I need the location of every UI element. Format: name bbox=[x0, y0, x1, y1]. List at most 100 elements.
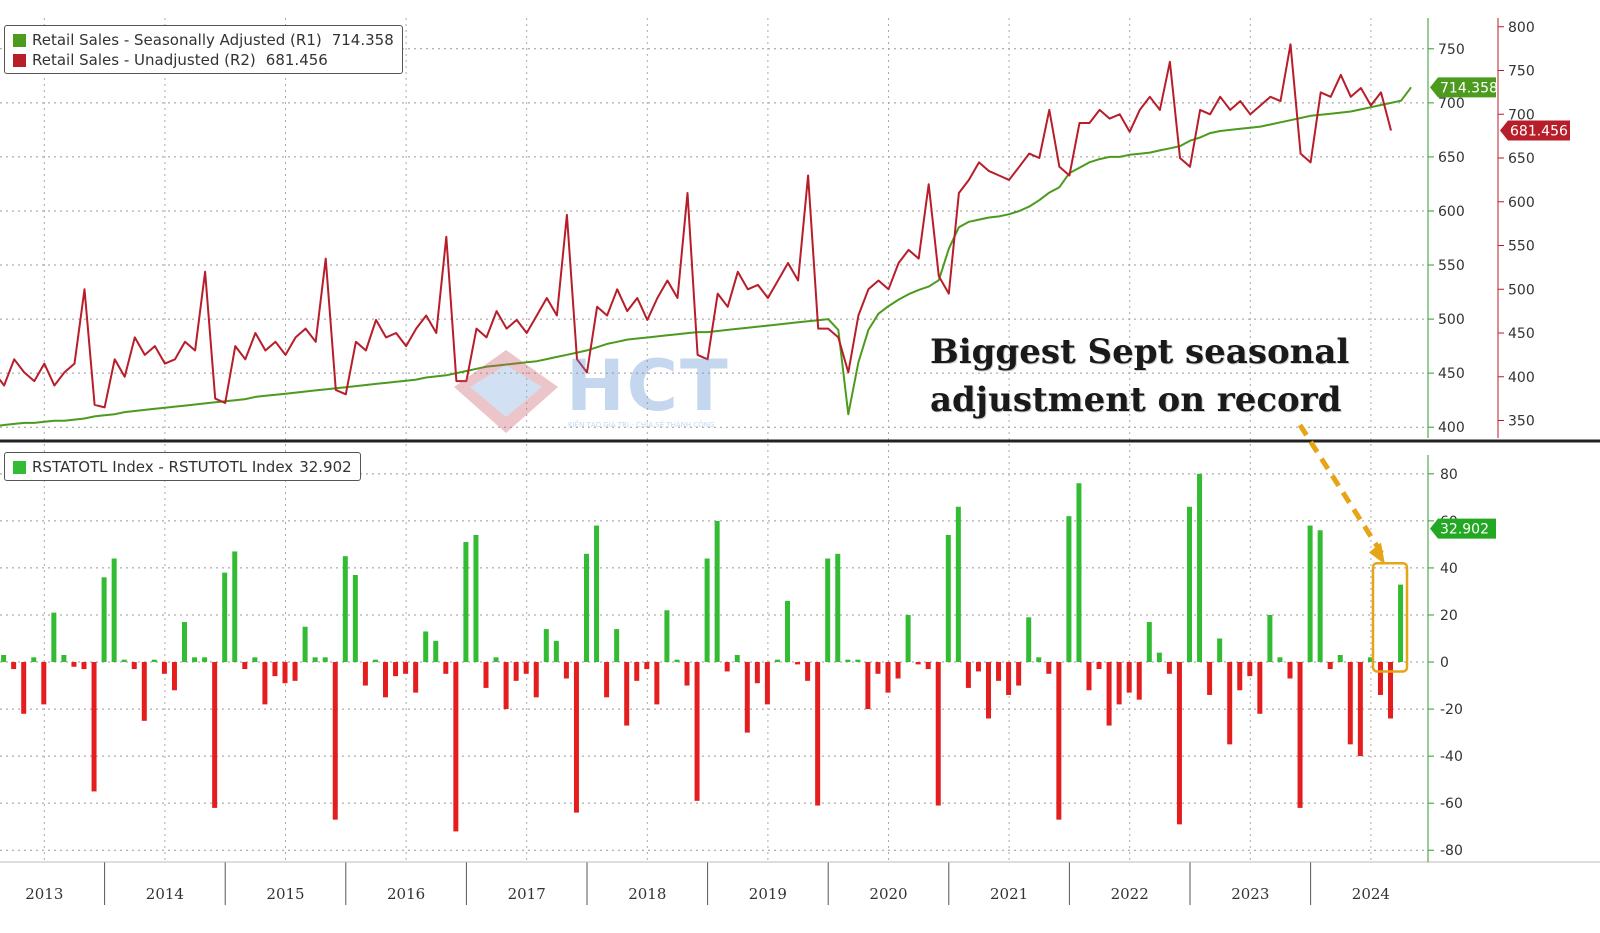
legend-value: 681.456 bbox=[265, 51, 328, 69]
bar bbox=[1247, 662, 1253, 677]
r2-tick-label: 650 bbox=[1508, 151, 1535, 167]
bar bbox=[996, 662, 1002, 681]
bottom-tick-label: -20 bbox=[1440, 702, 1463, 718]
bar bbox=[1146, 622, 1152, 663]
bar bbox=[1257, 662, 1263, 714]
bar bbox=[121, 659, 127, 663]
r1-tick-label: 650 bbox=[1438, 150, 1465, 166]
bar bbox=[1388, 662, 1393, 719]
september-highlight bbox=[1297, 423, 1409, 673]
bar bbox=[1287, 662, 1293, 679]
bar bbox=[1076, 483, 1082, 663]
axes bbox=[0, 18, 1600, 863]
bar bbox=[855, 659, 861, 663]
bar bbox=[1357, 662, 1363, 757]
bar bbox=[1398, 584, 1404, 663]
difference-bars bbox=[1, 473, 1404, 832]
unadjusted-line bbox=[0, 43, 1392, 409]
bar bbox=[453, 662, 459, 832]
bar bbox=[1116, 662, 1122, 705]
bar bbox=[1217, 638, 1223, 663]
bar bbox=[1046, 662, 1052, 674]
bar bbox=[835, 553, 841, 663]
watermark-logo: HCT KIẾN TẠO GIÁ TRỊ - CHIA SẺ THÀNH CÔN… bbox=[450, 345, 750, 435]
bar bbox=[212, 662, 218, 808]
bar bbox=[905, 614, 911, 663]
highlight-arrowhead bbox=[1369, 542, 1385, 565]
value-callouts: 714.358 681.456 32.902 bbox=[1430, 77, 1570, 539]
bar bbox=[31, 657, 37, 663]
r2-tick-label: 550 bbox=[1508, 239, 1535, 255]
bar bbox=[875, 662, 881, 674]
legend-label: Retail Sales - Seasonally Adjusted (R1) bbox=[32, 31, 322, 49]
bar bbox=[352, 574, 358, 663]
bar bbox=[1006, 662, 1012, 695]
bar bbox=[21, 662, 27, 714]
r2-tick-label: 800 bbox=[1508, 20, 1535, 36]
bar bbox=[664, 610, 670, 663]
year-label: 2017 bbox=[508, 885, 546, 903]
bar bbox=[865, 662, 871, 710]
bar bbox=[111, 558, 117, 663]
year-label: 2018 bbox=[628, 885, 666, 903]
bar bbox=[935, 662, 941, 806]
bottom-tick-label: 40 bbox=[1440, 561, 1458, 577]
bar bbox=[182, 622, 187, 663]
legend-item-seasonal: Retail Sales - Seasonally Adjusted (R1) … bbox=[13, 30, 394, 50]
bar bbox=[694, 662, 700, 801]
annotation-line-1: Biggest Sept seasonal bbox=[930, 332, 1350, 372]
year-label: 2023 bbox=[1231, 885, 1269, 903]
bar bbox=[362, 662, 368, 686]
bar bbox=[513, 662, 519, 681]
bar bbox=[101, 577, 107, 663]
r1-tick-label: 600 bbox=[1438, 204, 1465, 220]
bar bbox=[332, 662, 338, 820]
bar bbox=[1166, 662, 1172, 674]
bar bbox=[393, 662, 399, 677]
bar bbox=[724, 662, 730, 672]
bottom-last-value-bg bbox=[1430, 518, 1496, 539]
bar bbox=[1277, 657, 1283, 663]
year-label: 2019 bbox=[749, 885, 787, 903]
annotation-text: Biggest Sept seasonal adjustment on reco… bbox=[930, 328, 1350, 424]
sales-lines bbox=[0, 43, 1412, 427]
bar bbox=[433, 640, 439, 663]
bar bbox=[1, 654, 7, 663]
year-label: 2016 bbox=[387, 885, 425, 903]
bar bbox=[252, 657, 258, 663]
bar bbox=[403, 662, 409, 674]
year-label: 2021 bbox=[990, 885, 1028, 903]
bar bbox=[171, 662, 177, 691]
bar bbox=[845, 659, 851, 663]
bottom-tick-label: 0 bbox=[1440, 655, 1449, 671]
bar bbox=[1176, 662, 1182, 825]
bar bbox=[1367, 657, 1373, 663]
bar bbox=[825, 558, 831, 663]
bar bbox=[744, 662, 750, 733]
bar bbox=[443, 662, 449, 674]
bar bbox=[634, 662, 640, 681]
bar bbox=[1307, 525, 1313, 663]
bar bbox=[1036, 657, 1042, 663]
bar bbox=[945, 534, 951, 663]
bar bbox=[895, 662, 901, 679]
r1-tick-label: 450 bbox=[1438, 366, 1465, 382]
year-label: 2020 bbox=[869, 885, 907, 903]
r1-last-value-text: 714.358 bbox=[1440, 80, 1498, 96]
bar bbox=[915, 662, 921, 665]
legend-value: 32.902 bbox=[299, 458, 352, 476]
bar bbox=[975, 662, 981, 672]
bar bbox=[11, 662, 17, 670]
legend-bottom: RSTATOTL Index - RSTUTOTL Index 32.902 bbox=[4, 452, 361, 481]
bar bbox=[684, 662, 690, 686]
seasonal-swatch bbox=[13, 33, 26, 47]
bar bbox=[734, 654, 740, 663]
unadjusted-swatch bbox=[13, 53, 26, 67]
year-label: 2024 bbox=[1352, 885, 1390, 903]
bar bbox=[242, 662, 248, 670]
bottom-tick-label: 80 bbox=[1440, 467, 1458, 483]
bar bbox=[202, 657, 208, 663]
r2-tick-label: 700 bbox=[1508, 107, 1535, 123]
bar bbox=[41, 662, 47, 705]
bar bbox=[141, 662, 147, 721]
